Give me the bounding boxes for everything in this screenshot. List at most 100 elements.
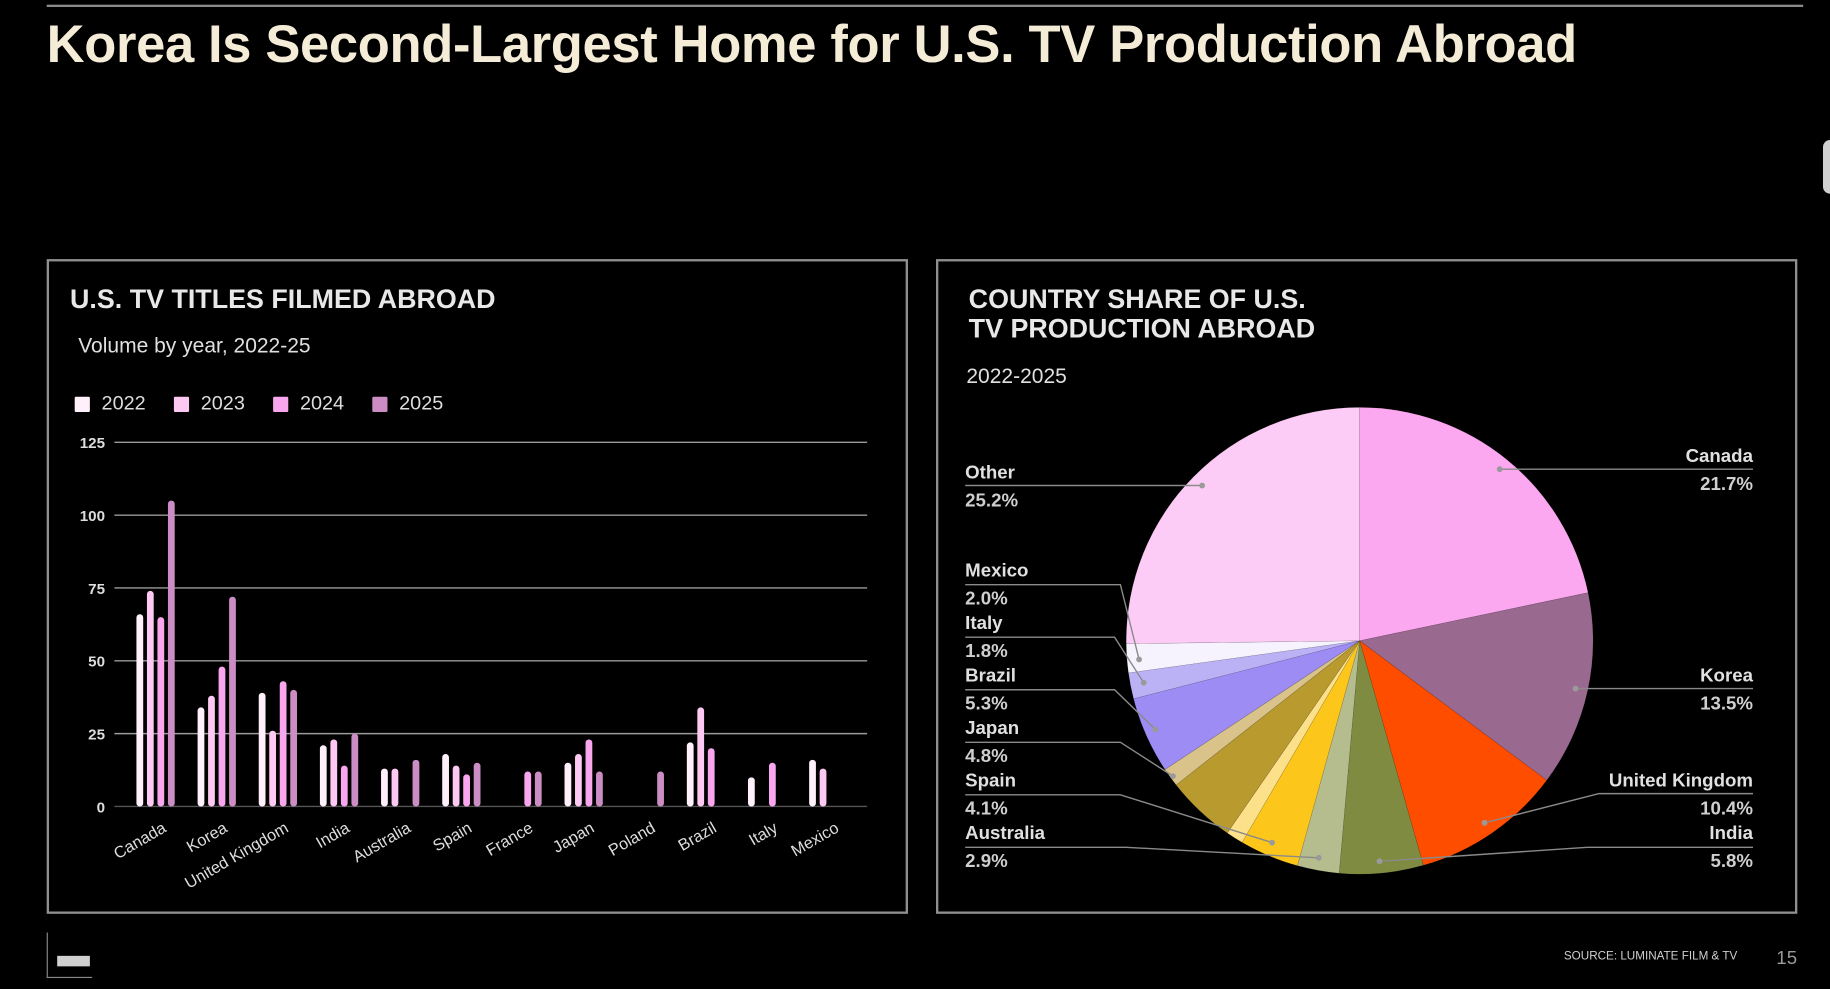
pie-label-australia: Australia xyxy=(965,822,1045,843)
bar-canada-2024 xyxy=(157,617,165,807)
legend-swatch xyxy=(372,396,388,412)
page-number: 15 xyxy=(1776,948,1798,969)
bar-brazil-2024 xyxy=(707,748,715,807)
leader-line-united-kingdom xyxy=(1484,792,1753,824)
leader-dot-other xyxy=(1199,482,1206,489)
pie-title-line2: TV PRODUCTION ABROAD xyxy=(968,312,1316,344)
bar-india-2022 xyxy=(319,745,327,807)
slide-title: Korea Is Second-Largest Home for U.S. TV… xyxy=(46,14,1578,74)
leader-line-japan xyxy=(965,741,1174,777)
pie-slice-mexico xyxy=(1125,640,1360,674)
legend-label: 2025 xyxy=(399,392,444,415)
bar-japan-2025 xyxy=(596,771,603,807)
bar-korea-2023 xyxy=(208,695,215,807)
bar-australia-2022 xyxy=(381,768,388,807)
pie-label-brazil: Brazil xyxy=(965,665,1016,686)
leader-line-italy xyxy=(965,636,1145,684)
bar-australia-2025 xyxy=(412,759,420,807)
bar-united-kingdom-2022 xyxy=(258,692,266,807)
bar-korea-2025 xyxy=(229,596,236,807)
pie-slice-japan xyxy=(1175,640,1360,834)
pie-pct-italy: 1.8% xyxy=(965,640,1008,661)
leader-line-spain xyxy=(965,794,1273,844)
legend-item-2023[interactable]: 2023 xyxy=(173,392,273,415)
pie-pct-united-kingdom: 10.4% xyxy=(1700,798,1753,819)
pie-pct-brazil: 5.3% xyxy=(965,693,1008,714)
pie-slice-brazil xyxy=(1133,640,1360,770)
pie-chart-title: COUNTRY SHARE OF U.S. TV PRODUCTION ABRO… xyxy=(968,284,1316,344)
pie-slice-india xyxy=(1338,640,1424,875)
company-logo xyxy=(46,932,93,979)
pie-label-india: India xyxy=(1709,822,1753,843)
bar-australia-2023 xyxy=(391,768,399,807)
pie-pct-canada: 21.7% xyxy=(1700,473,1753,494)
y-tick-label: 50 xyxy=(88,654,105,671)
bar-spain-2022 xyxy=(442,754,449,807)
bar-mexico-2023 xyxy=(819,768,827,807)
pie-chart-subtitle: 2022-2025 xyxy=(966,364,1067,388)
pie-label-canada: Canada xyxy=(1686,445,1754,466)
pie-label-korea: Korea xyxy=(1700,665,1754,686)
pie-label-spain: Spain xyxy=(965,770,1016,791)
legend-item-2022[interactable]: 2022 xyxy=(74,392,174,415)
leader-line-india xyxy=(1379,846,1753,863)
pie-label-mexico: Mexico xyxy=(965,560,1028,581)
pie-label-united-kingdom: United Kingdom xyxy=(1609,770,1753,791)
leader-dot-korea xyxy=(1572,685,1579,692)
bar-chart-subtitle: Volume by year, 2022-25 xyxy=(78,333,311,358)
legend-swatch xyxy=(74,396,90,412)
leader-dot-australia xyxy=(1315,854,1322,861)
y-tick-label: 100 xyxy=(80,508,105,525)
bar-france-2024 xyxy=(524,771,532,807)
bar-brazil-2023 xyxy=(697,707,705,807)
bar-spain-2023 xyxy=(452,765,460,807)
pie-slice-other xyxy=(1125,407,1360,644)
leader-dot-brazil xyxy=(1152,726,1159,733)
pie-label-other: Other xyxy=(965,462,1015,483)
y-tick-label: 125 xyxy=(80,435,105,452)
legend-item-2024[interactable]: 2024 xyxy=(273,392,372,415)
pie-slice-canada xyxy=(1359,407,1589,642)
bar-legend: 2022 2023 2024 2025 xyxy=(74,392,472,415)
bar-korea-2022 xyxy=(197,707,205,807)
side-tab-handle[interactable] xyxy=(1822,140,1830,194)
bar-france-2025 xyxy=(534,771,542,807)
pie-pct-spain: 4.1% xyxy=(965,798,1008,819)
pie-slice-unlabeled xyxy=(1226,640,1360,843)
bar-india-2025 xyxy=(351,733,359,807)
bar-korea-2024 xyxy=(218,666,226,807)
bar-united-kingdom-2024 xyxy=(279,681,287,807)
pie-pct-other: 25.2% xyxy=(965,490,1018,511)
bar-canada-2025 xyxy=(167,500,175,807)
leader-line-mexico xyxy=(965,584,1140,660)
leader-line-australia xyxy=(965,846,1319,859)
legend-item-2025[interactable]: 2025 xyxy=(372,392,471,415)
leader-line-brazil xyxy=(965,689,1156,730)
pie-label-italy: Italy xyxy=(965,612,1003,633)
pie-chart-panel: COUNTRY SHARE OF U.S. TV PRODUCTION ABRO… xyxy=(936,259,1798,914)
bar-mexico-2022 xyxy=(809,759,816,807)
pie-pct-korea: 13.5% xyxy=(1700,693,1753,714)
pie-pct-india: 5.8% xyxy=(1710,850,1753,871)
bar-canada-2022 xyxy=(136,614,144,807)
legend-label: 2023 xyxy=(200,392,245,415)
pie-slice-australia xyxy=(1297,640,1360,874)
bar-united-kingdom-2025 xyxy=(290,689,298,807)
bar-japan-2023 xyxy=(575,754,582,807)
bar-poland-2025 xyxy=(657,771,664,807)
pie-label-japan: Japan xyxy=(965,717,1019,738)
bar-italy-2022 xyxy=(747,777,755,807)
bar-japan-2022 xyxy=(564,762,572,807)
leader-dot-india xyxy=(1376,858,1383,865)
leader-dot-japan xyxy=(1170,773,1176,780)
pie-pct-australia: 2.9% xyxy=(965,850,1008,871)
bar-brazil-2022 xyxy=(686,742,694,807)
leader-dot-mexico xyxy=(1136,656,1142,663)
source-note: SOURCE: LUMINATE FILM & TV xyxy=(1563,950,1738,963)
bar-united-kingdom-2023 xyxy=(269,730,277,807)
legend-label: 2022 xyxy=(101,392,146,415)
y-tick-label: 0 xyxy=(97,799,105,816)
bar-india-2024 xyxy=(340,765,348,807)
